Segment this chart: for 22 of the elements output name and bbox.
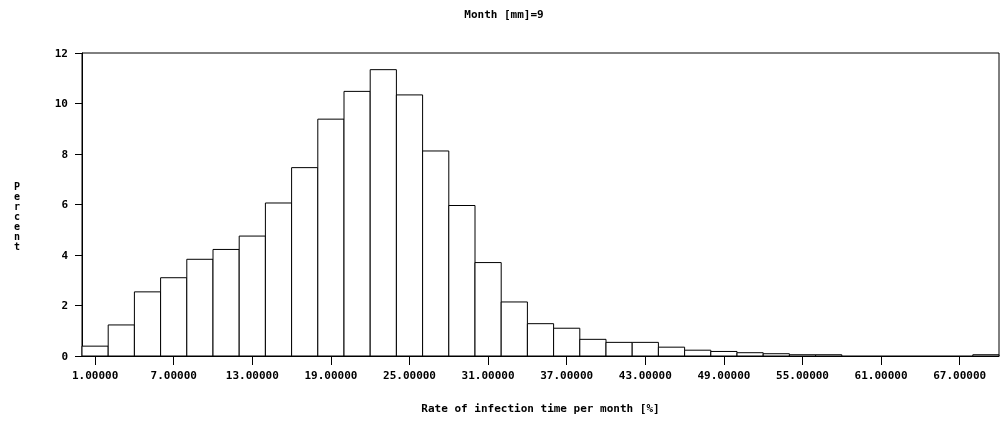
x-tick-label: 13.00000 bbox=[225, 369, 279, 382]
y-tick-label: 10 bbox=[54, 97, 68, 110]
x-tick-label: 1.00000 bbox=[71, 369, 119, 382]
y-tick-label: 0 bbox=[61, 349, 68, 363]
x-tick-label: 61.00000 bbox=[854, 369, 908, 382]
x-tick-label: 67.00000 bbox=[933, 369, 987, 382]
y-tick-label: 8 bbox=[61, 147, 68, 161]
x-tick-label: 49.00000 bbox=[697, 369, 751, 382]
x-tick-label: 37.00000 bbox=[540, 369, 594, 382]
chart-subtitle: Month [mm]=9 bbox=[464, 8, 544, 21]
x-axis-title: Rate of infection time per month [%] bbox=[421, 402, 660, 415]
x-tick-label: 19.00000 bbox=[304, 369, 358, 382]
x-tick-label: 7.00000 bbox=[150, 369, 197, 382]
y-tick-label: 12 bbox=[54, 46, 68, 60]
y-tick-label: 6 bbox=[61, 198, 69, 211]
y-tick-label: 4 bbox=[61, 248, 69, 262]
x-tick-label: 55.00000 bbox=[776, 369, 829, 382]
x-tick-label: 43.00000 bbox=[618, 369, 672, 382]
y-tick-label: 2 bbox=[61, 299, 68, 312]
y-axis-title: Percent bbox=[14, 181, 21, 252]
x-tick-label: 31.00000 bbox=[461, 369, 515, 382]
x-tick-label: 25.00000 bbox=[383, 369, 436, 382]
